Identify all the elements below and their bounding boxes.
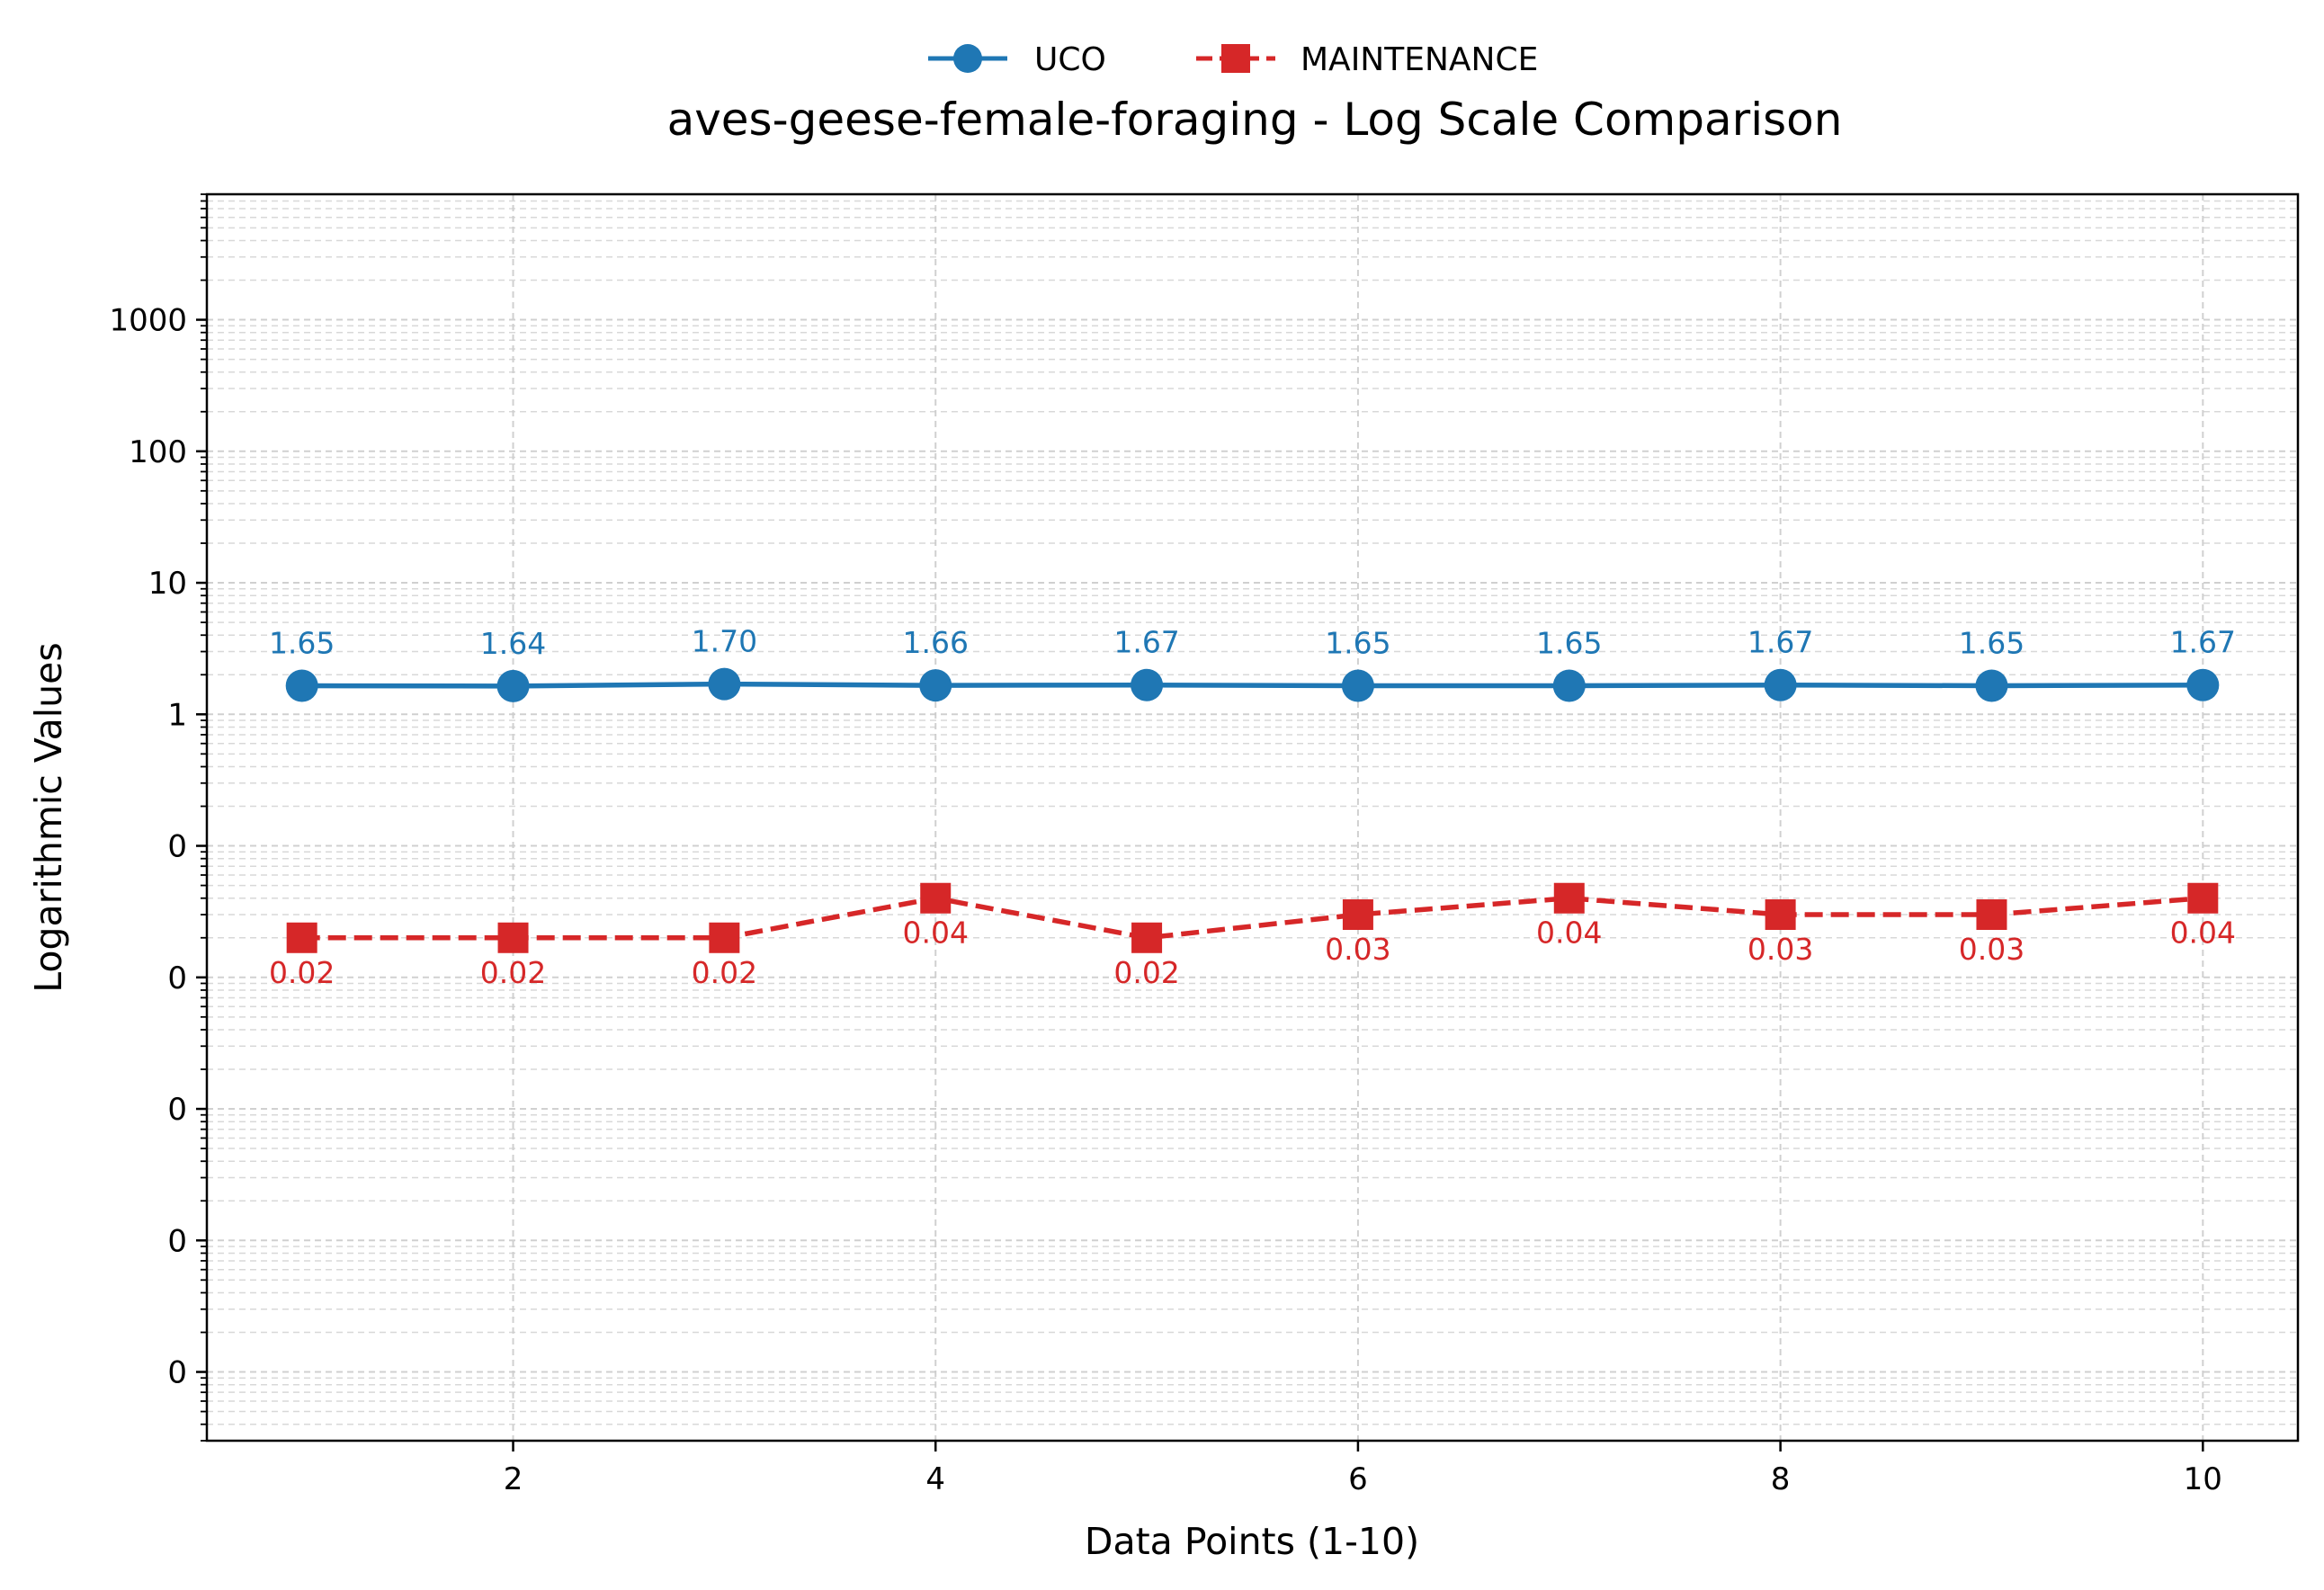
data-label-maintenance: 0.04 (1536, 916, 1602, 951)
data-label-uco: 1.67 (1747, 625, 1813, 660)
x-tick-label: 2 (504, 1461, 523, 1497)
data-point-maintenance (1765, 899, 1796, 931)
x-tick-label: 6 (1348, 1461, 1368, 1497)
series-line-maintenance (301, 895, 2203, 941)
data-point-uco (1341, 669, 1374, 702)
data-point-maintenance (920, 882, 952, 914)
data-point-maintenance (709, 922, 740, 953)
data-point-maintenance (1342, 899, 1373, 931)
data-point-maintenance (1131, 922, 1163, 953)
data-label-uco: 1.66 (902, 625, 968, 660)
data-label-maintenance: 0.03 (1959, 932, 2025, 967)
y-tick-label: 100 (129, 434, 187, 470)
chart-title: aves-geese-female-foraging - Log Scale C… (667, 94, 1843, 146)
data-point-uco (1131, 668, 1164, 701)
data-label-maintenance: 0.02 (1113, 955, 1179, 990)
data-point-uco (2186, 668, 2220, 701)
data-label-maintenance: 0.04 (2170, 916, 2236, 951)
data-label-uco: 1.65 (1959, 625, 2025, 660)
legend-maintenance-marker (1221, 44, 1250, 73)
x-axis-label: Data Points (1-10) (1085, 1520, 1419, 1563)
y-tick-label: 0 (167, 1355, 187, 1391)
data-point-maintenance (1553, 882, 1585, 914)
y-tick-label: 0 (167, 1092, 187, 1128)
data-point-uco (919, 669, 952, 702)
legend-maintenance-label: MAINTENANCE (1301, 41, 1538, 78)
data-label-maintenance: 0.04 (902, 916, 968, 951)
data-label-maintenance: 0.02 (480, 955, 546, 990)
data-label-uco: 1.65 (1325, 625, 1390, 660)
plot-frame (205, 192, 2300, 1443)
data-label-uco: 1.70 (692, 624, 757, 659)
x-tick-label: 4 (925, 1461, 945, 1497)
data-label-uco: 1.67 (2170, 625, 2236, 660)
y-tick-label: 0 (167, 829, 187, 865)
data-label-maintenance: 0.02 (692, 955, 757, 990)
data-label-maintenance: 0.03 (1325, 932, 1390, 967)
y-tick-label: 0 (167, 1223, 187, 1259)
data-label-uco: 1.65 (269, 625, 335, 660)
series-layer (285, 667, 2220, 953)
grid (207, 193, 2298, 1442)
x-tick-label: 8 (1771, 1461, 1791, 1497)
data-point-maintenance (2187, 882, 2219, 914)
data-point-uco (1764, 668, 1797, 701)
y-tick-label: 1000 (109, 303, 187, 339)
data-point-uco (708, 667, 741, 701)
data-label-maintenance: 0.02 (269, 955, 335, 990)
data-point-maintenance (497, 922, 529, 953)
data-label-uco: 1.67 (1113, 625, 1179, 660)
plot-area (207, 194, 2298, 1441)
data-point-maintenance (1976, 899, 2007, 931)
data-label-maintenance: 0.03 (1747, 932, 1813, 967)
data-point-uco (1552, 669, 1586, 702)
data-point-uco (1975, 669, 2008, 702)
data-point-uco (285, 669, 318, 702)
legend-uco-marker (953, 44, 982, 73)
legend: UCO MAINTENANCE (928, 41, 1538, 78)
data-label-uco: 1.64 (480, 626, 546, 661)
y-tick-label: 1 (167, 697, 187, 733)
x-tick-label: 10 (2184, 1461, 2222, 1497)
y-tick-label: 0 (167, 960, 187, 996)
data-label-uco: 1.65 (1536, 625, 1602, 660)
data-labels-layer: 1.65 1.64 1.70 1.66 1.67 1.65 1.65 1.67 1.65 1.67… (269, 624, 2236, 990)
data-point-maintenance (286, 922, 317, 953)
series-line-uco (301, 681, 2203, 689)
y-tick-label: 10 (148, 566, 187, 602)
legend-uco-label: UCO (1034, 41, 1106, 78)
y-axis-label: Logarithmic Values (27, 642, 70, 993)
data-point-uco (496, 669, 530, 702)
